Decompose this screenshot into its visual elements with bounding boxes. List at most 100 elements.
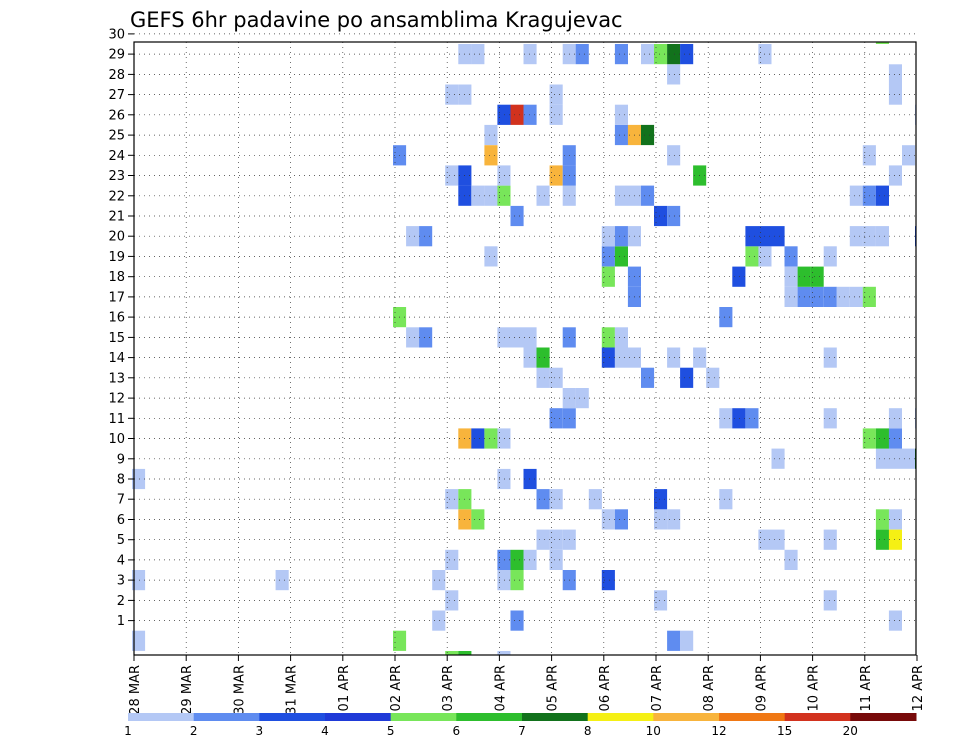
heatmap-cell xyxy=(445,590,459,611)
heatmap-cell xyxy=(823,408,837,429)
heatmap-cell xyxy=(549,489,563,510)
heatmap-cell xyxy=(471,185,485,206)
heatmap-cell xyxy=(484,185,498,206)
heatmap-cell xyxy=(849,185,863,206)
heatmap-cell xyxy=(849,226,863,247)
heatmap-cell xyxy=(484,145,498,166)
heatmap-cell xyxy=(823,347,837,368)
x-tick-label: 29 MAR xyxy=(180,665,195,715)
grid-lines xyxy=(134,33,916,655)
y-tick-label: 13 xyxy=(108,371,125,386)
legend-label: 6 xyxy=(452,724,460,738)
heatmap-cell xyxy=(888,448,902,469)
x-tick-label: 02 APR xyxy=(389,665,404,711)
heatmap-cell xyxy=(614,104,628,125)
heatmap-cell xyxy=(654,509,668,530)
heatmap-cell xyxy=(745,246,759,267)
x-tick-label: 07 APR xyxy=(650,665,665,711)
y-tick-label: 1 xyxy=(117,614,125,629)
legend-swatch xyxy=(653,713,720,721)
heatmap-cell xyxy=(667,64,681,85)
heatmap-cell xyxy=(588,489,602,510)
heatmap-cell xyxy=(641,124,655,146)
heatmap-cell xyxy=(667,630,681,651)
heatmap-cell xyxy=(745,408,759,429)
heatmap-cell xyxy=(419,327,433,348)
heatmap-cell xyxy=(875,42,889,44)
heatmap-cell xyxy=(667,509,681,530)
x-tick-label: 04 APR xyxy=(493,665,508,711)
heatmap-cell xyxy=(875,226,889,247)
heatmap-cell xyxy=(875,509,889,530)
heatmap-cell xyxy=(654,489,668,510)
heatmap-cell xyxy=(549,367,563,388)
heatmap-cell xyxy=(732,266,746,287)
heatmap-cell xyxy=(667,145,681,166)
heatmap-cell xyxy=(719,307,733,328)
heatmap-cell xyxy=(575,388,589,409)
heatmap-cell xyxy=(849,286,863,307)
heatmap-cell xyxy=(823,286,837,307)
heatmap-cell xyxy=(510,610,524,631)
legend-label: 10 xyxy=(646,724,661,738)
heatmap-cell xyxy=(458,651,472,655)
legend-label: 5 xyxy=(387,724,395,738)
heatmap-cell xyxy=(614,347,628,368)
legend-label: 15 xyxy=(777,724,792,738)
heatmap-cell xyxy=(667,44,681,65)
heatmap-cell xyxy=(823,246,837,267)
y-tick-label: 9 xyxy=(117,452,125,467)
x-tick-label: 09 APR xyxy=(754,665,769,711)
heatmap-cell xyxy=(680,367,694,388)
heatmap-cell xyxy=(510,104,524,125)
heatmap-cell xyxy=(549,549,563,570)
y-tick-label: 19 xyxy=(108,250,125,265)
heatmap-cell xyxy=(432,570,446,591)
heatmap-cell xyxy=(419,226,433,247)
heatmap-cell xyxy=(771,226,785,247)
legend-label: 1 xyxy=(124,724,132,738)
heatmap-cell xyxy=(601,509,615,530)
legend-label: 12 xyxy=(711,724,726,738)
heatmap-cell xyxy=(784,549,798,570)
heatmap-cell xyxy=(888,84,902,105)
heatmap-cell xyxy=(393,630,407,651)
y-tick-label: 2 xyxy=(117,594,125,609)
x-tick-label: 08 APR xyxy=(702,665,717,711)
legend-swatch xyxy=(850,713,917,721)
heatmap-cell xyxy=(406,327,420,348)
y-tick-label: 23 xyxy=(108,169,125,184)
x-tick-label: 30 MAR xyxy=(232,665,247,715)
heatmap-cell xyxy=(601,347,615,368)
plot-frame xyxy=(133,41,917,656)
heatmap-cell xyxy=(510,327,524,348)
y-tick-label: 17 xyxy=(108,290,125,305)
heatmap-cell xyxy=(601,246,615,267)
heatmap-cell xyxy=(536,185,550,206)
legend-label: 20 xyxy=(843,724,858,738)
heatmap-cell xyxy=(771,448,785,469)
heatmap-cell xyxy=(810,286,824,307)
heatmap-cell xyxy=(836,286,850,307)
heatmap-cell xyxy=(888,428,902,449)
heatmap-cell xyxy=(875,428,889,449)
heatmap-cell xyxy=(641,44,655,65)
heatmap-cell xyxy=(706,367,720,388)
heatmap-cells xyxy=(132,42,916,655)
heatmap-cell xyxy=(875,185,889,206)
heatmap-cell xyxy=(132,630,146,651)
heatmap-cell xyxy=(601,266,615,287)
legend-swatch xyxy=(522,713,589,721)
heatmap-cell xyxy=(523,327,537,348)
heatmap-cell xyxy=(536,347,550,368)
heatmap-cell xyxy=(471,509,485,530)
x-tick-label: 28 MAR xyxy=(128,665,143,715)
heatmap-cell xyxy=(667,347,681,368)
y-tick-label: 5 xyxy=(117,533,125,548)
y-tick-label: 21 xyxy=(108,210,125,225)
heatmap-cell xyxy=(732,408,746,429)
legend-label: 7 xyxy=(518,724,526,738)
legend-swatch xyxy=(259,713,326,721)
y-tick-label: 14 xyxy=(108,351,125,366)
heatmap-cell xyxy=(445,84,459,105)
